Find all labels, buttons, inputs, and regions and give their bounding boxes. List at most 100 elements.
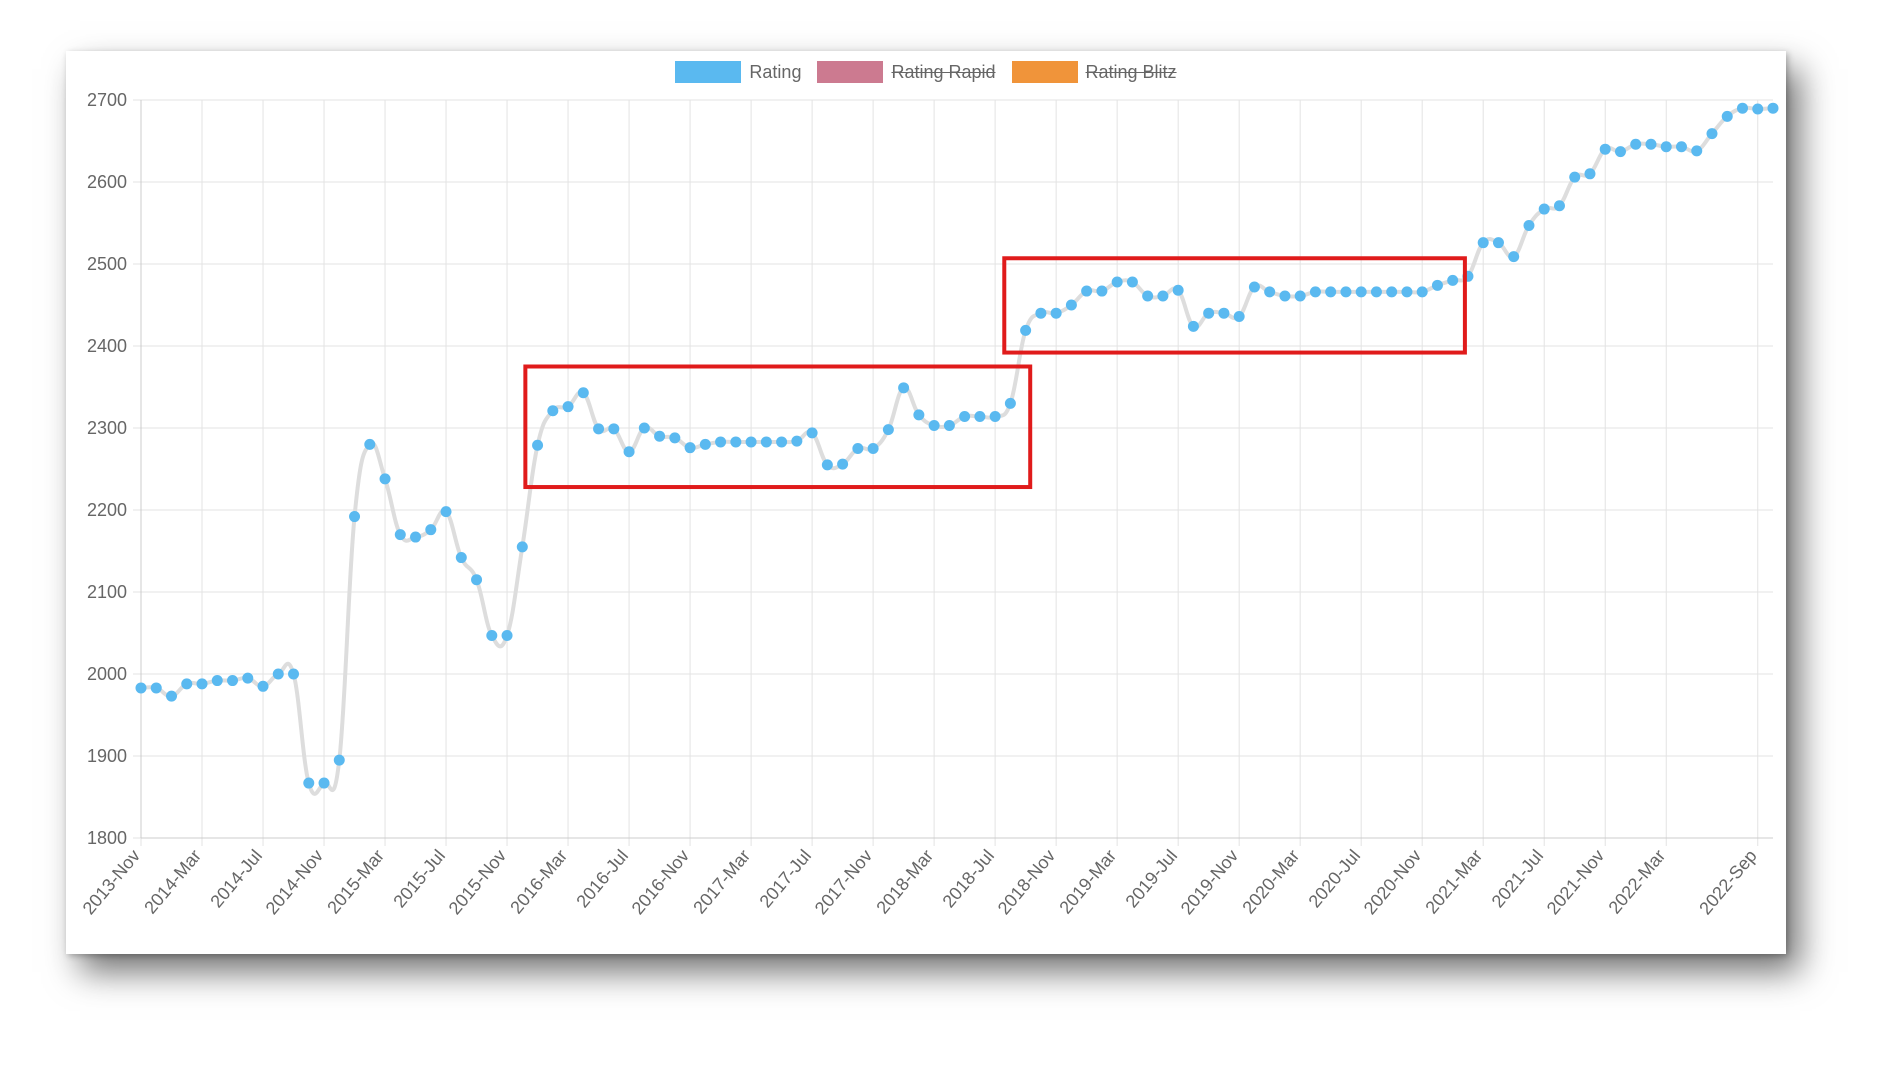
legend-item-rating[interactable]: Rating bbox=[675, 61, 801, 83]
data-point[interactable] bbox=[1004, 397, 1016, 409]
data-point[interactable] bbox=[1645, 138, 1657, 150]
data-point[interactable] bbox=[1081, 285, 1093, 297]
data-point[interactable] bbox=[1447, 274, 1459, 286]
data-point[interactable] bbox=[623, 446, 635, 458]
data-point[interactable] bbox=[1553, 200, 1565, 212]
data-point[interactable] bbox=[776, 436, 788, 448]
data-point[interactable] bbox=[1142, 290, 1154, 302]
legend-item-rating-blitz[interactable]: Rating Blitz bbox=[1011, 61, 1177, 83]
data-point[interactable] bbox=[516, 541, 528, 553]
data-point[interactable] bbox=[669, 432, 681, 444]
data-point[interactable] bbox=[928, 420, 940, 432]
data-point[interactable] bbox=[837, 458, 849, 470]
data-point[interactable] bbox=[1279, 290, 1291, 302]
data-point[interactable] bbox=[425, 524, 437, 536]
data-point[interactable] bbox=[1614, 146, 1626, 158]
data-point[interactable] bbox=[1355, 286, 1367, 298]
data-point[interactable] bbox=[1309, 286, 1321, 298]
data-point[interactable] bbox=[440, 506, 452, 518]
data-point[interactable] bbox=[1736, 102, 1748, 114]
data-point[interactable] bbox=[1584, 168, 1596, 180]
data-point[interactable] bbox=[593, 423, 605, 435]
data-point[interactable] bbox=[1203, 307, 1215, 319]
data-point[interactable] bbox=[1752, 103, 1764, 115]
data-point[interactable] bbox=[471, 574, 483, 586]
data-point[interactable] bbox=[333, 754, 345, 766]
data-point[interactable] bbox=[486, 629, 498, 641]
data-point[interactable] bbox=[1431, 279, 1443, 291]
data-point[interactable] bbox=[501, 629, 513, 641]
data-point[interactable] bbox=[303, 777, 315, 789]
data-point[interactable] bbox=[1675, 141, 1687, 153]
data-point[interactable] bbox=[1111, 276, 1123, 288]
data-point[interactable] bbox=[760, 436, 772, 448]
data-point[interactable] bbox=[882, 424, 894, 436]
data-point[interactable] bbox=[1065, 299, 1077, 311]
data-point[interactable] bbox=[211, 675, 223, 687]
data-point[interactable] bbox=[898, 382, 910, 394]
data-point[interactable] bbox=[1767, 102, 1779, 114]
data-point[interactable] bbox=[1538, 203, 1550, 215]
data-point[interactable] bbox=[196, 678, 208, 690]
data-point[interactable] bbox=[608, 423, 620, 435]
data-point[interactable] bbox=[745, 436, 757, 448]
data-point[interactable] bbox=[562, 401, 574, 413]
data-point[interactable] bbox=[989, 411, 1001, 423]
data-point[interactable] bbox=[349, 511, 361, 523]
data-point[interactable] bbox=[1340, 286, 1352, 298]
data-point[interactable] bbox=[1386, 286, 1398, 298]
data-point[interactable] bbox=[150, 682, 162, 694]
data-point[interactable] bbox=[1706, 128, 1718, 140]
data-point[interactable] bbox=[943, 420, 955, 432]
data-point[interactable] bbox=[242, 672, 254, 684]
data-point[interactable] bbox=[867, 443, 879, 454]
data-point[interactable] bbox=[135, 682, 147, 694]
data-point[interactable] bbox=[1172, 284, 1184, 296]
data-point[interactable] bbox=[1233, 310, 1245, 322]
data-point[interactable] bbox=[1691, 145, 1703, 157]
data-point[interactable] bbox=[730, 436, 742, 448]
data-point[interactable] bbox=[1721, 110, 1733, 122]
data-point[interactable] bbox=[684, 442, 696, 454]
data-point[interactable] bbox=[410, 531, 422, 543]
data-point[interactable] bbox=[379, 473, 391, 485]
data-point[interactable] bbox=[364, 438, 376, 450]
data-point[interactable] bbox=[699, 438, 711, 450]
data-point[interactable] bbox=[654, 430, 666, 442]
data-point[interactable] bbox=[1325, 286, 1337, 298]
data-point[interactable] bbox=[1599, 143, 1611, 155]
data-point[interactable] bbox=[638, 422, 650, 434]
data-point[interactable] bbox=[455, 552, 467, 564]
data-point[interactable] bbox=[181, 678, 193, 690]
data-point[interactable] bbox=[1401, 286, 1413, 298]
data-point[interactable] bbox=[272, 668, 284, 680]
data-point[interactable] bbox=[1370, 286, 1382, 298]
data-point[interactable] bbox=[1218, 307, 1230, 319]
data-point[interactable] bbox=[394, 529, 406, 541]
data-point[interactable] bbox=[532, 439, 544, 451]
data-point[interactable] bbox=[1630, 138, 1642, 150]
data-point[interactable] bbox=[806, 427, 818, 439]
legend-item-rating-rapid[interactable]: Rating Rapid bbox=[817, 61, 996, 83]
data-point[interactable] bbox=[1264, 286, 1276, 298]
data-point[interactable] bbox=[791, 435, 803, 447]
data-point[interactable] bbox=[1157, 290, 1169, 302]
data-point[interactable] bbox=[959, 411, 971, 423]
data-point[interactable] bbox=[1187, 320, 1199, 332]
data-point[interactable] bbox=[1050, 307, 1062, 319]
data-point[interactable] bbox=[1248, 281, 1260, 293]
data-point[interactable] bbox=[1569, 171, 1581, 183]
data-point[interactable] bbox=[1416, 286, 1428, 298]
data-point[interactable] bbox=[1523, 219, 1535, 231]
data-point[interactable] bbox=[227, 675, 239, 687]
data-point[interactable] bbox=[547, 405, 559, 417]
data-point[interactable] bbox=[257, 680, 269, 692]
data-point[interactable] bbox=[1660, 141, 1672, 153]
data-point[interactable] bbox=[1294, 290, 1306, 302]
data-point[interactable] bbox=[1096, 285, 1108, 297]
data-point[interactable] bbox=[852, 443, 864, 454]
data-point[interactable] bbox=[288, 668, 300, 680]
data-point[interactable] bbox=[577, 387, 589, 399]
data-point[interactable] bbox=[1126, 276, 1138, 288]
data-point[interactable] bbox=[715, 436, 727, 448]
